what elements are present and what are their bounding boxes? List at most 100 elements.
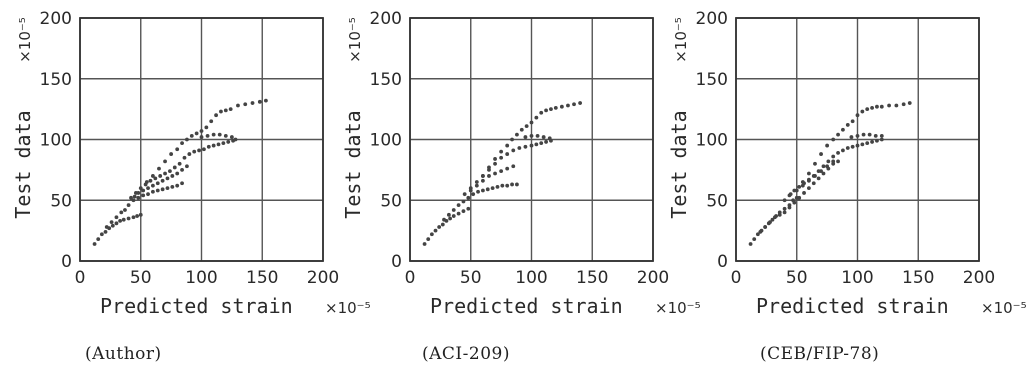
panel-caption: (ACI-209): [422, 344, 510, 364]
data-point: [185, 137, 189, 142]
data-point: [782, 198, 787, 203]
data-point: [132, 194, 137, 199]
y-tick-label: 150: [40, 70, 72, 90]
data-point: [875, 104, 879, 109]
data-point: [429, 232, 434, 237]
data-point: [572, 102, 576, 107]
data-point: [490, 186, 495, 191]
data-point: [493, 161, 497, 166]
data-point: [831, 154, 836, 159]
data-point: [523, 135, 528, 139]
data-point: [110, 223, 115, 228]
data-point: [529, 133, 534, 138]
data-point: [219, 109, 223, 114]
data-point: [109, 220, 114, 225]
data-point: [138, 186, 143, 191]
data-point: [243, 102, 248, 107]
panel-caption: (CEB/FIP-78): [760, 344, 880, 364]
data-point: [860, 142, 865, 147]
data-point: [151, 174, 155, 178]
data-point: [481, 178, 485, 183]
data-point: [578, 101, 582, 105]
data-point: [187, 152, 192, 156]
y-tick-label: 150: [370, 70, 402, 90]
data-point: [907, 101, 912, 105]
data-point: [155, 181, 160, 186]
data-point: [777, 212, 782, 217]
data-point: [474, 180, 479, 184]
data-point: [170, 174, 175, 178]
data-point: [559, 104, 564, 109]
plot-frame: [735, 17, 980, 262]
data-point: [511, 164, 516, 169]
data-point: [763, 225, 768, 229]
plot-frame: [79, 17, 324, 262]
data-point: [768, 220, 772, 225]
data-point: [523, 144, 528, 149]
x-tick-label: 200: [963, 268, 995, 288]
data-point: [461, 199, 466, 204]
data-point: [481, 174, 485, 178]
y-tick-label: 0: [717, 252, 728, 272]
data-point: [211, 143, 216, 148]
data-points: [92, 98, 268, 246]
data-point: [544, 108, 548, 113]
data-point: [510, 182, 514, 187]
data-point: [539, 110, 544, 115]
data-point: [199, 135, 204, 139]
data-point: [566, 103, 570, 108]
data-point: [177, 161, 182, 166]
data-point: [160, 178, 165, 183]
data-point: [499, 155, 504, 160]
data-point: [821, 171, 826, 176]
y-tick-label: 200: [370, 9, 402, 29]
data-point: [155, 188, 160, 193]
data-point: [529, 143, 534, 148]
data-point: [505, 183, 510, 188]
y-tick-label: 50: [50, 191, 72, 211]
data-point: [539, 141, 544, 146]
x-tick-label: 150: [246, 268, 278, 288]
data-point: [849, 135, 854, 139]
data-point: [169, 152, 174, 156]
data-point: [819, 169, 823, 173]
data-point: [826, 159, 831, 164]
data-point: [836, 159, 840, 164]
data-point: [831, 159, 836, 164]
y-axis-unit: ×10⁻⁵: [346, 17, 364, 63]
data-point: [446, 212, 451, 217]
data-point: [114, 221, 119, 226]
x-tick-label: 200: [637, 268, 669, 288]
data-point: [468, 188, 473, 193]
data-point: [816, 176, 821, 181]
data-point: [541, 135, 546, 139]
data-point: [850, 119, 855, 124]
data-point: [442, 217, 446, 222]
data-point: [797, 195, 802, 200]
data-point: [807, 171, 811, 176]
data-point: [141, 193, 146, 198]
data-point: [505, 152, 510, 156]
scatter-plot: 0 50 100 150 200 0 50 100 150 200 Predicted strain…: [11, 9, 371, 318]
data-point: [855, 133, 860, 138]
data-point: [845, 146, 850, 150]
x-tick-label: 200: [307, 268, 339, 288]
data-point: [136, 195, 141, 200]
data-point: [257, 99, 262, 104]
panel-caption: (Author): [85, 344, 162, 364]
data-point: [544, 140, 548, 144]
y-tick-label: 100: [370, 131, 402, 151]
data-point: [535, 133, 540, 138]
x-axis-label: Predicted strain: [430, 294, 623, 318]
data-point: [233, 137, 238, 142]
data-point: [165, 176, 170, 181]
data-point: [433, 228, 438, 233]
y-tick-label: 100: [696, 131, 728, 151]
data-point: [831, 137, 836, 142]
data-point: [875, 138, 879, 143]
data-point: [813, 161, 817, 166]
data-point: [131, 198, 136, 203]
data-point: [189, 133, 194, 138]
data-point: [175, 183, 180, 188]
data-point: [865, 141, 870, 146]
